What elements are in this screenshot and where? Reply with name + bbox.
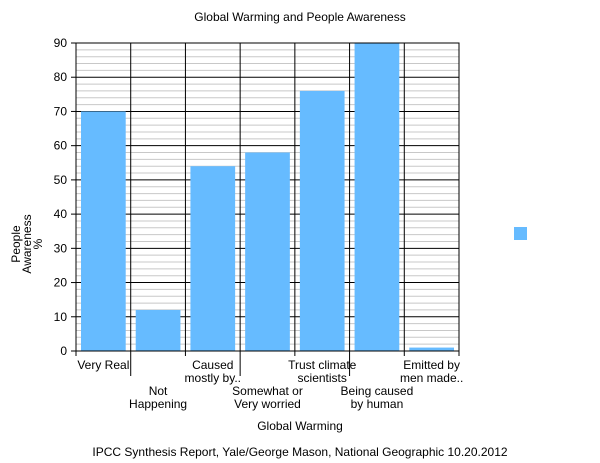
bars xyxy=(81,43,454,352)
y-tick-label: 10 xyxy=(54,310,68,324)
chart-title: Global Warming and People Awareness xyxy=(194,10,405,24)
y-tick-label: 30 xyxy=(54,241,68,255)
bar xyxy=(354,43,400,351)
y-axis-label: PeopleAwareness% xyxy=(9,214,45,273)
x-axis-label: Global Warming xyxy=(257,419,343,433)
bar xyxy=(81,111,126,351)
source-caption: IPCC Synthesis Report, Yale/George Mason… xyxy=(92,445,507,459)
y-axis-label-text: PeopleAwareness% xyxy=(9,214,45,273)
x-tick-label: Trust climate scientists xyxy=(288,358,357,385)
bar xyxy=(409,347,454,351)
y-tick-label: 20 xyxy=(54,276,68,290)
y-tick-label: 50 xyxy=(54,173,68,187)
plot-frame xyxy=(75,42,460,352)
legend-swatch xyxy=(514,227,527,240)
y-tick-label: 40 xyxy=(54,207,68,221)
bar xyxy=(135,309,181,351)
y-tick-label: 60 xyxy=(54,139,68,153)
bar xyxy=(245,152,290,351)
bar xyxy=(299,90,345,352)
bar xyxy=(190,166,236,351)
x-tick-label: Being caused by human xyxy=(341,384,414,411)
x-tick-label: Not Happening xyxy=(129,384,187,411)
y-tick-label: 0 xyxy=(60,344,67,358)
x-tick-label: Very Real xyxy=(77,358,129,372)
y-tick-label: 90 xyxy=(54,36,68,50)
y-tick-label: 70 xyxy=(54,104,68,118)
x-tick-label: Somewhat or Very worried xyxy=(232,384,303,411)
y-tick-label: 80 xyxy=(54,70,68,84)
x-tick-label: Caused mostly by.. xyxy=(185,358,241,385)
x-tick-label: Emitted by men made.. xyxy=(400,358,463,385)
